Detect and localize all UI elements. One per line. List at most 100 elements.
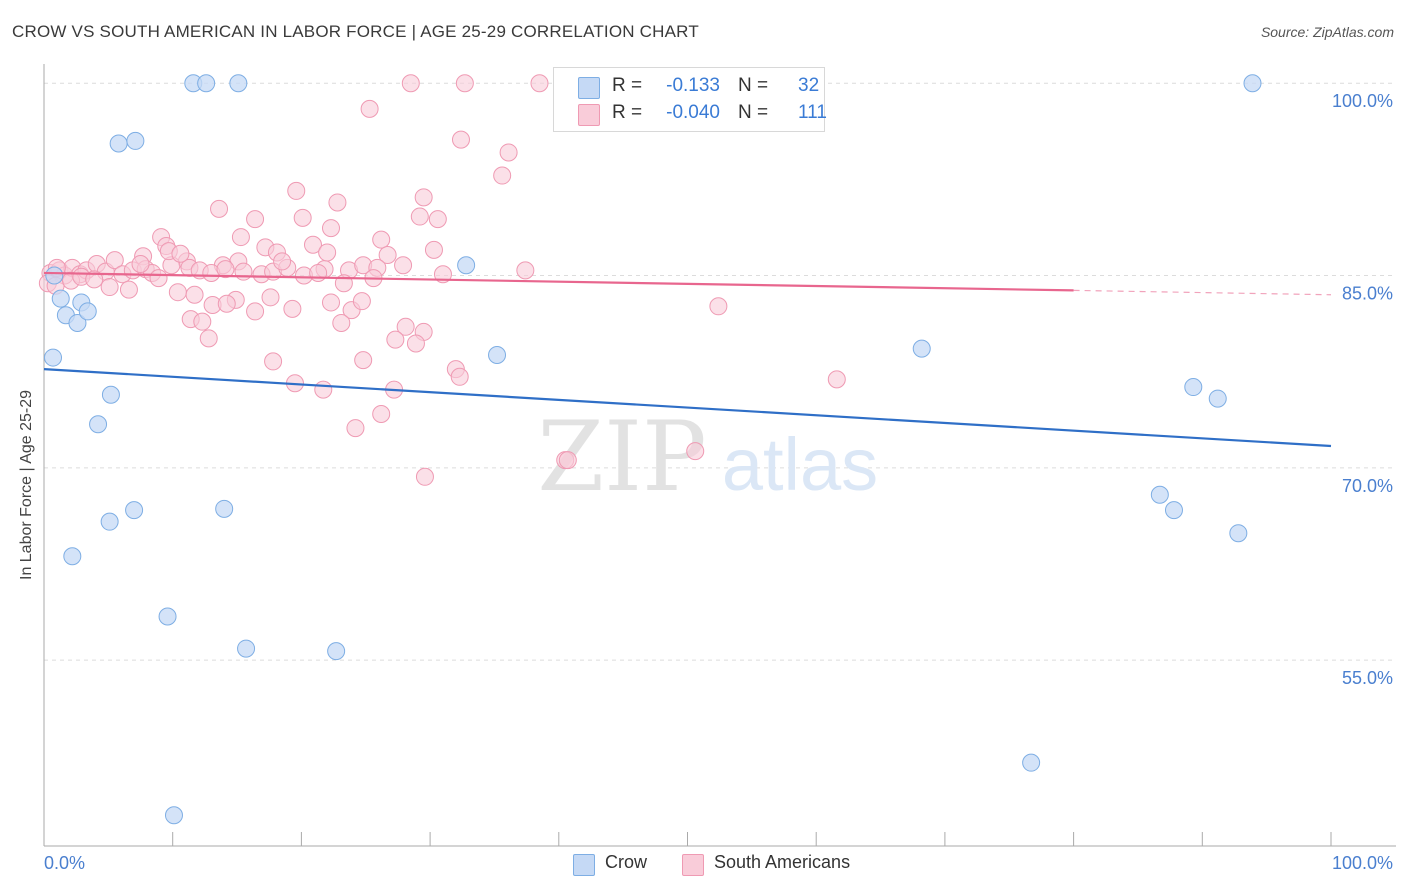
south-americans-point <box>131 254 150 273</box>
crow-point <box>101 385 120 404</box>
south-americans-point <box>451 130 470 149</box>
south-americans-point <box>185 285 204 304</box>
south-americans-point <box>199 329 218 348</box>
south-americans-point <box>105 251 124 270</box>
south-americans-point <box>322 219 341 238</box>
south-americans-point <box>415 467 434 486</box>
south-americans-point <box>516 261 535 280</box>
south-americans-point <box>309 263 328 282</box>
south-americans-point <box>303 235 322 254</box>
y-tick-label: 85.0% <box>1342 284 1393 304</box>
legend-n-value: 32 <box>798 75 820 96</box>
south-americans-point <box>827 370 846 389</box>
crow-point <box>158 607 177 626</box>
gridlines <box>44 82 1396 661</box>
y-tick-label: 55.0% <box>1342 668 1393 688</box>
south-americans-point <box>372 230 391 249</box>
watermark-atlas: atlas <box>722 423 878 506</box>
crow-point <box>237 639 256 658</box>
watermark: ZIP atlas <box>537 401 878 513</box>
south-americans-point <box>414 188 433 207</box>
crow-point <box>1208 389 1227 408</box>
south-americans-point <box>246 302 265 321</box>
crow-point <box>78 302 97 321</box>
south-americans-point <box>193 312 212 331</box>
tick-labels: 55.0% 70.0% 85.0% 100.0% 0.0% 100.0% <box>44 91 1393 873</box>
south-americans-point <box>322 293 341 312</box>
south-americans-point <box>530 74 549 93</box>
south-americans-point <box>558 451 577 470</box>
south-americans-point <box>410 207 429 226</box>
south-americans-point <box>354 351 373 370</box>
south-americans-point <box>314 380 333 399</box>
south-americans-point <box>332 313 351 332</box>
south-americans-point <box>386 330 405 349</box>
south-americans-point <box>360 99 379 118</box>
legend-n-label: N = <box>738 102 769 123</box>
south-americans-point <box>168 283 187 302</box>
legend-r-value: -0.133 <box>666 75 720 96</box>
crow-point <box>45 266 64 285</box>
correlation-legend: R = -0.133 N = 32 R = -0.040 N = 111 <box>553 67 827 132</box>
south-americans-point <box>246 210 265 229</box>
crow-point <box>457 256 476 275</box>
legend-n-value: 111 <box>798 102 827 123</box>
legend-r-label: R = <box>612 102 643 123</box>
south-americans-point <box>493 166 512 185</box>
south-americans-point <box>287 181 306 200</box>
crow-point <box>1164 501 1183 520</box>
crow-legend-swatch <box>573 854 595 876</box>
chart-title: CROW VS SOUTH AMERICAN IN LABOR FORCE | … <box>12 22 699 41</box>
south-americans-point <box>149 269 168 288</box>
south-americans-point <box>318 243 337 262</box>
x-tick-label: 0.0% <box>44 853 85 873</box>
south-americans-point <box>424 240 443 259</box>
south-americans-point <box>428 210 447 229</box>
crow-point <box>44 348 63 367</box>
crow-point <box>912 339 931 358</box>
south-americans-points <box>38 74 846 486</box>
south-americans-point <box>709 297 728 316</box>
axes <box>43 64 1396 847</box>
south-americans-point <box>396 317 415 336</box>
crow-point <box>100 512 119 531</box>
south-americans-point <box>352 292 371 311</box>
south-americans-point <box>433 265 452 284</box>
south-americans-point <box>231 228 250 247</box>
south-americans-trend-line <box>43 271 1074 292</box>
south-americans-point <box>216 260 235 279</box>
crow-point <box>488 346 507 365</box>
south-americans-point <box>261 288 280 307</box>
south-americans-point <box>234 262 253 281</box>
south-americans-point <box>499 143 518 162</box>
south-americans-legend-label: South Americans <box>714 852 851 872</box>
crow-point <box>1243 74 1262 93</box>
crow-point <box>51 289 70 308</box>
south-americans-point <box>378 246 397 265</box>
south-americans-point <box>273 252 292 271</box>
legend-r-value: -0.040 <box>666 102 720 123</box>
south-americans-point <box>394 256 413 275</box>
x-tick-label: 100.0% <box>1332 853 1393 873</box>
crow-point <box>1022 753 1041 772</box>
crow-point <box>89 415 108 434</box>
y-tick-label: 100.0% <box>1332 91 1393 111</box>
crow-point <box>1150 485 1169 504</box>
y-axis-label-wrap: In Labor Force | Age 25-29 <box>18 390 38 580</box>
south-americans-legend-swatch <box>682 854 704 876</box>
crow-point <box>63 547 82 566</box>
south-americans-point <box>171 244 190 263</box>
crow-swatch <box>578 77 600 99</box>
trend-lines <box>43 271 1332 448</box>
crow-trend-line <box>43 368 1332 448</box>
crow-point <box>1229 524 1248 543</box>
south-americans-point <box>217 294 236 313</box>
crow-point <box>197 74 216 93</box>
south-americans-point <box>406 334 425 353</box>
south-americans-swatch <box>578 104 600 126</box>
south-americans-point <box>401 74 420 93</box>
crow-point <box>327 642 346 661</box>
crow-point <box>164 806 183 825</box>
south-americans-point <box>85 270 104 289</box>
